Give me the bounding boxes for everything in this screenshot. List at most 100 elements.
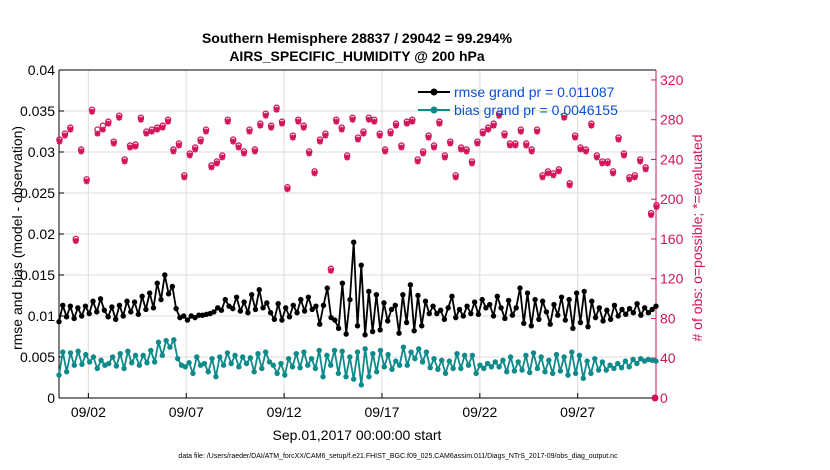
bias-point [622,358,629,364]
rmse-point [369,328,376,335]
bias-point [190,370,196,377]
obs-evaluated-point [197,138,204,145]
bias-point [243,360,250,367]
bias-point [580,375,586,382]
rmse-point [604,307,610,313]
rmse-point [600,318,606,324]
bias-point [297,364,303,371]
bias-point [504,369,510,375]
obs-evaluated-point [159,124,166,131]
bias-point [75,348,81,354]
obs-evaluated-point [311,170,318,177]
rmse-point [146,290,153,296]
bias-point [262,349,269,355]
obs-evaluated-point [474,140,481,147]
rmse-point [381,300,387,306]
obs-evaluated-point [604,160,611,167]
bias-point [572,370,579,377]
bias-point [354,349,361,355]
obs-evaluated-point [566,182,573,189]
rmse-point [653,303,659,309]
obs-evaluated-point [360,130,367,137]
bias-point [282,372,288,378]
bias-point [125,348,131,354]
rmse-point [539,298,546,304]
rmse-point [105,314,111,320]
y-tick-label-right: 280 [660,112,684,128]
bias-point [274,370,280,377]
obs-evaluated-point [539,174,546,181]
obs-evaluated-point [230,138,237,145]
rmse-point [596,305,603,311]
x-axis-label: Sep.01,2017 00:00:00 start [273,427,442,443]
bias-point [144,360,150,366]
obs-evaluated-point [306,150,313,157]
bias-point [94,365,100,372]
bias-point [431,355,437,362]
obs-evaluated-point [61,132,68,139]
rmse-point [581,288,587,295]
bias-point [393,358,399,364]
bias-point [488,364,495,370]
rmse-point [162,272,168,278]
bias-point [404,362,410,368]
rmse-point [260,305,266,311]
obs-evaluated-point [116,114,123,121]
obs-evaluated-point [610,170,617,177]
rmse-point [411,328,417,334]
rmse-point [339,280,346,286]
bias-point [454,351,460,357]
obs-evaluated-point [506,142,513,149]
obs-evaluated-point [121,158,128,165]
obs-evaluated-point [213,160,220,167]
legend-rmse-marker [430,88,438,96]
obs-evaluated-point [496,112,503,119]
bias-point [435,366,441,372]
rmse-point [324,285,330,291]
bias-point [239,354,246,360]
bias-point [328,362,334,368]
rmse-point [354,323,361,329]
bias-point [301,349,307,355]
x-tick-label: 09/07 [169,404,204,420]
axes [58,69,657,399]
obs-evaluated-point [485,126,492,133]
rmse-point [184,317,191,323]
rmse-point [513,305,519,311]
obs-evaluated-point [620,152,627,159]
bias-point [477,362,483,368]
rmse-point [290,302,296,309]
rmse-point [67,303,74,309]
bias-point [542,369,548,375]
bias-point [500,357,506,363]
obs-evaluated-point [468,160,475,167]
obs-evaluated-point [528,148,535,155]
bias-point [220,362,227,368]
obs-evaluated-point [653,204,660,211]
rmse-point [298,296,304,303]
obs-evaluated-point [94,130,101,137]
y-tick-label-right: 200 [660,191,684,207]
rmse-point [71,315,77,322]
bias-point [377,347,384,354]
x-tick-label: 09/27 [560,404,595,420]
bias-point [358,382,365,388]
bias-point [339,348,345,354]
y-tick-label-right: 240 [660,151,684,167]
rmse-point [419,323,425,329]
bias-point [174,355,181,362]
y-tick-label-left: 0.01 [28,308,55,324]
obs-evaluated-point [344,154,351,161]
obs-evaluated-point [143,130,150,137]
bias-point [251,369,257,375]
legend-rmse-text: rmse grand pr = 0.011087 [454,84,615,100]
rmse-point [131,299,138,305]
rmse-point [453,314,459,321]
rmse-point [543,309,550,315]
y-tick-label-right: 0 [660,390,668,406]
bias-point [259,365,265,372]
rmse-point [396,330,402,336]
rmse-point [241,299,247,305]
rmse-point [562,317,569,323]
bias-point [599,359,606,365]
